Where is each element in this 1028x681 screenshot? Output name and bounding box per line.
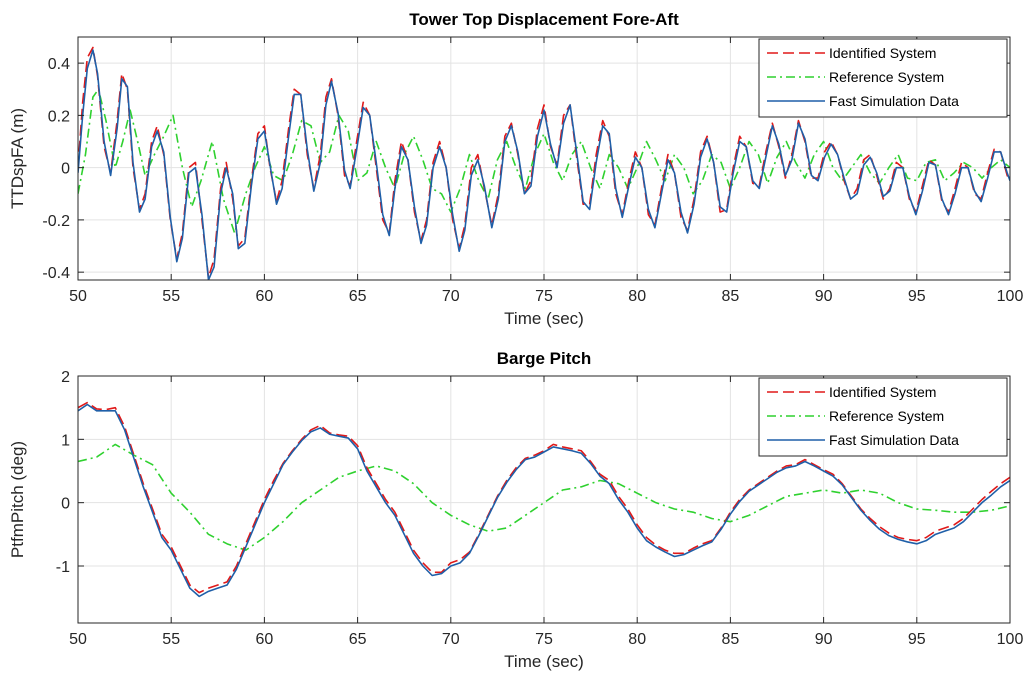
x-tick-label: 60 (256, 631, 274, 648)
legend-label: Identified System (829, 384, 936, 400)
legend-label: Fast Simulation Data (829, 93, 959, 109)
x-axis-label: Time (sec) (504, 652, 584, 671)
chart-title: Tower Top Displacement Fore-Aft (409, 10, 679, 29)
y-tick-label: 0 (61, 161, 70, 178)
x-tick-label: 70 (442, 288, 460, 305)
y-tick-label: -0.2 (42, 213, 70, 230)
chart-0: 50 55 60 65 70 75 80 85 90 95 100 -0.4 -0.2 0 0.2 0.4 To… (8, 10, 1023, 328)
legend: Identified System Reference System Fast Si… (758, 38, 1008, 118)
y-tick-label: -0.4 (42, 265, 70, 282)
y-tick-label: 0.2 (48, 108, 70, 125)
x-tick-label: 50 (69, 288, 87, 305)
series-line-identified-system (78, 46, 1010, 279)
x-axis-label: Time (sec) (504, 309, 584, 328)
x-tick-label: 75 (535, 288, 553, 305)
x-tick-label: 85 (722, 288, 740, 305)
y-tick-label: 2 (61, 369, 70, 386)
x-tick-label: 100 (997, 631, 1024, 648)
x-tick-label: 80 (628, 631, 646, 648)
y-tick-label: 0 (61, 496, 70, 513)
legend: Identified System Reference System Fast Si… (758, 377, 1008, 457)
series-line-reference-system (78, 443, 1010, 551)
series-line-fast-simulation-data (78, 49, 1010, 280)
y-axis-label: PtfmPitch (deg) (8, 441, 27, 558)
legend-label: Reference System (829, 408, 944, 424)
chart-title: Barge Pitch (497, 349, 591, 368)
legend-label: Identified System (829, 45, 936, 61)
y-tick-label: -1 (56, 559, 70, 576)
series-group (78, 46, 1010, 280)
x-tick-label: 100 (997, 288, 1024, 305)
x-tick-label: 65 (349, 631, 367, 648)
x-tick-label: 95 (908, 288, 926, 305)
x-tick-label: 70 (442, 631, 460, 648)
legend-label: Reference System (829, 69, 944, 85)
x-tick-label: 90 (815, 631, 833, 648)
series-group (78, 401, 1010, 598)
x-tick-label: 80 (628, 288, 646, 305)
y-tick-label: 0.4 (48, 56, 70, 73)
legend-box (758, 377, 1008, 457)
series-line-fast-simulation-data (78, 403, 1010, 598)
x-tick-label: 55 (162, 631, 180, 648)
x-tick-label: 50 (69, 631, 87, 648)
y-axis-label: TTDspFA (m) (8, 108, 27, 209)
y-tick-label: 1 (61, 432, 70, 449)
x-tick-label: 55 (162, 288, 180, 305)
x-tick-label: 75 (535, 631, 553, 648)
x-tick-label: 65 (349, 288, 367, 305)
chart-1: 50 55 60 65 70 75 80 85 90 95 100 -1 0 1 2 Barge Pitch T… (8, 349, 1023, 671)
legend-box (758, 38, 1008, 118)
x-tick-label: 90 (815, 288, 833, 305)
legend-label: Fast Simulation Data (829, 432, 959, 448)
x-tick-label: 95 (908, 631, 926, 648)
series-line-identified-system (78, 401, 1010, 594)
x-tick-label: 85 (722, 631, 740, 648)
x-tick-label: 60 (256, 288, 274, 305)
